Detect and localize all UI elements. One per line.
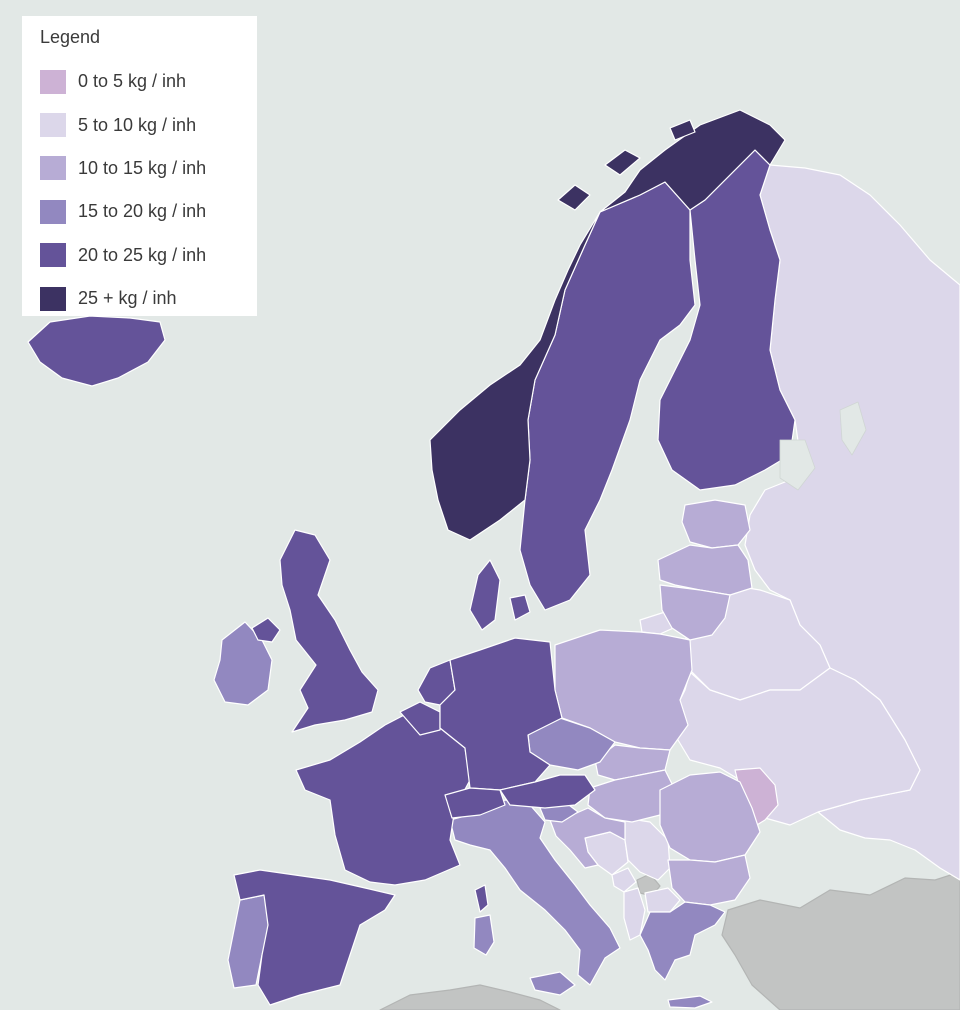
region-denmark-zealand: [509, 594, 531, 621]
region-ukraine: [674, 667, 921, 826]
legend-label: 20 to 25 kg / inh: [78, 244, 207, 265]
region-serbia: [624, 817, 671, 881]
region-sicily: [529, 971, 576, 996]
legend-swatch: [40, 113, 66, 138]
region-italy: [449, 799, 621, 986]
legend-swatch: [40, 69, 66, 94]
region-iceland: [27, 315, 166, 387]
lake-ladoga: [779, 439, 816, 491]
region-bulgaria: [667, 854, 751, 906]
region-spain: [233, 869, 396, 1006]
region-lithuania: [659, 584, 731, 641]
region-croatia: [549, 807, 626, 869]
region-united-kingdom: [279, 529, 379, 733]
legend-label: 25 + kg / inh: [78, 288, 177, 309]
legend-swatch: [40, 243, 66, 268]
legend-label: 10 to 15 kg / inh: [78, 157, 207, 178]
legend-item: 15 to 20 kg / inh: [40, 190, 239, 233]
region-crete: [667, 995, 713, 1009]
legend-label: 5 to 10 kg / inh: [78, 114, 197, 135]
region-sardinia: [473, 914, 495, 956]
region-norway-islands: [557, 119, 696, 211]
legend-swatch: [40, 156, 66, 181]
legend-swatch: [40, 286, 66, 311]
legend-title: Legend: [40, 27, 101, 47]
region-estonia: [681, 499, 751, 549]
region-montenegro: [611, 867, 637, 893]
legend-item: 25 + kg / inh: [40, 277, 239, 320]
region-austria: [499, 774, 596, 809]
region-germany: [439, 637, 563, 791]
region-romania: [659, 771, 761, 863]
region-switzerland: [444, 787, 506, 819]
region-northern-ireland: [251, 617, 281, 643]
region-norway: [429, 109, 786, 541]
legend-label: 15 to 20 kg / inh: [78, 201, 207, 222]
legend-item: 20 to 25 kg / inh: [40, 234, 239, 277]
region-north-macedonia: [644, 887, 681, 913]
legend-swatch: [40, 199, 66, 224]
region-turkey: [721, 871, 960, 1010]
region-france: [295, 711, 471, 886]
legend-label: 0 to 5 kg / inh: [78, 71, 187, 92]
legend-box: Legend 0 to 5 kg / inh 5 to 10 kg / inh …: [22, 16, 257, 316]
region-corsica: [474, 884, 489, 913]
legend-item: 5 to 10 kg / inh: [40, 103, 239, 146]
lake-onega: [839, 401, 867, 456]
region-latvia: [657, 544, 753, 596]
legend-item: 10 to 15 kg / inh: [40, 147, 239, 190]
legend-item: 0 to 5 kg / inh: [40, 60, 239, 103]
region-denmark: [469, 559, 501, 631]
region-north-africa: [379, 984, 561, 1010]
region-greece: [639, 901, 726, 981]
